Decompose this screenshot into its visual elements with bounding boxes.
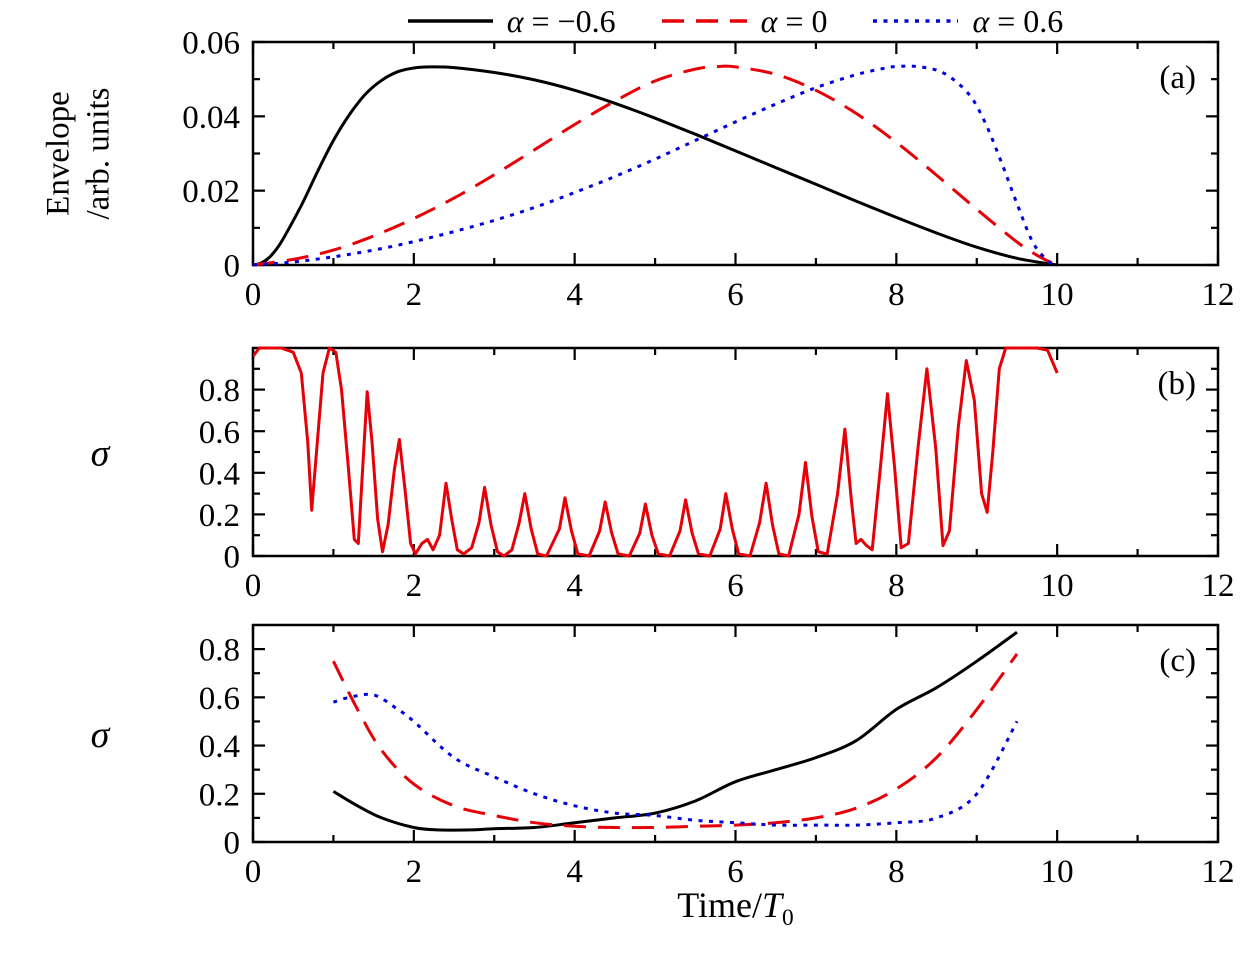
panel-label: (a) [1159,60,1196,96]
x-tick-label: 8 [888,854,905,890]
x-tick-label: 6 [727,277,744,313]
y-tick-label: 0 [224,249,241,285]
y-tick-label: 0.2 [199,777,240,813]
x-tick-label: 2 [406,854,423,890]
x-tick-label: 0 [245,568,262,604]
alpha-symbol: α [506,2,524,39]
legend: α = −0.6 α = 0 α = 0.6 [253,0,1218,42]
x-tick-label: 12 [1202,568,1235,604]
x-tick-label: 6 [727,854,744,890]
legend-item-alpha-0: α = 0 [661,2,828,40]
y-tick-label: 0.6 [199,415,240,451]
x-tick-label: 8 [888,277,905,313]
x-tick-label: 2 [406,568,423,604]
series-curve [332,692,1019,827]
y-axis-title: σ [91,432,111,474]
series-curve [332,630,1018,832]
panel-label: (c) [1159,643,1196,679]
panel-a: 0 2 4 6 8 10 12 0 0.02 0.04 0.06 (a) Envelope/arb. u… [0,28,1260,330]
y-axis-title: Envelope [41,91,77,216]
alpha-symbol: α [760,2,778,39]
x-axis-title: Time/T0 [677,885,794,932]
solid-line-sample-icon [407,19,493,23]
panel-a-plot: 0 2 4 6 8 10 12 0 0.02 0.04 0.06 (a) Envelope/arb. u… [41,28,1235,313]
x-tick-label: 0 [245,854,262,890]
x-tick-label: 2 [406,277,423,313]
dotted-line-sample-icon [873,19,959,23]
legend-item-alpha-06: α = 0.6 [873,3,1063,40]
y-tick-label: 0.2 [199,498,240,534]
x-tick-label: 0 [245,277,262,313]
series-curve [253,64,1058,267]
y-tick-label: 0.4 [199,456,240,492]
x-tick-label: 4 [566,854,583,890]
panel-label: (b) [1158,366,1196,402]
x-tick-label: 4 [566,277,583,313]
legend-label: α = −0.6 [506,2,616,39]
legend-item-alpha-neg06: α = −0.6 [407,2,616,40]
x-tick-label: 6 [727,568,744,604]
series-curve [332,653,1019,830]
series-curve [253,64,1058,267]
y-tick-label: 0.02 [182,174,240,210]
x-tick-label: 12 [1202,854,1235,890]
y-tick-label: 0.4 [199,729,240,765]
y-tick-label: 0.6 [199,681,240,717]
y-tick-label: 0 [224,540,241,576]
y-tick-label: 0.04 [182,100,240,136]
plot-frame [251,40,1220,267]
y-axis-title: /arb. units [81,88,117,220]
y-tick-label: 0 [224,826,241,862]
time-period-symbol: T [761,885,783,925]
legend-label: α = 0 [760,2,828,39]
y-tick-label: 0.8 [199,633,240,669]
x-tick-label: 10 [1041,277,1074,313]
series-curve [253,65,1058,267]
x-tick-label: 8 [888,568,905,604]
y-tick-label: 0.8 [199,373,240,409]
x-tick-label: 10 [1041,568,1074,604]
panel-b: 0 2 4 6 8 10 12 0 0.2 0.4 0.6 0.8 (b) σ [0,334,1260,626]
panel-c: 0 2 4 6 8 10 12 0 0.2 0.4 0.6 0.8 (c) σ [0,611,1260,913]
legend-label: α = 0.6 [972,2,1064,39]
series-curve [253,346,1059,558]
y-tick-label: 0.06 [182,28,240,62]
x-tick-label: 12 [1202,277,1235,313]
long-dash-line-sample-icon [661,19,747,23]
x-tick-label: 10 [1041,854,1074,890]
plot-frame [251,623,1220,844]
y-axis-title: σ [91,714,111,756]
panel-c-plot: 0 2 4 6 8 10 12 0 0.2 0.4 0.6 0.8 (c) σ [91,623,1235,890]
x-tick-label: 4 [566,568,583,604]
alpha-symbol: α [972,2,990,39]
